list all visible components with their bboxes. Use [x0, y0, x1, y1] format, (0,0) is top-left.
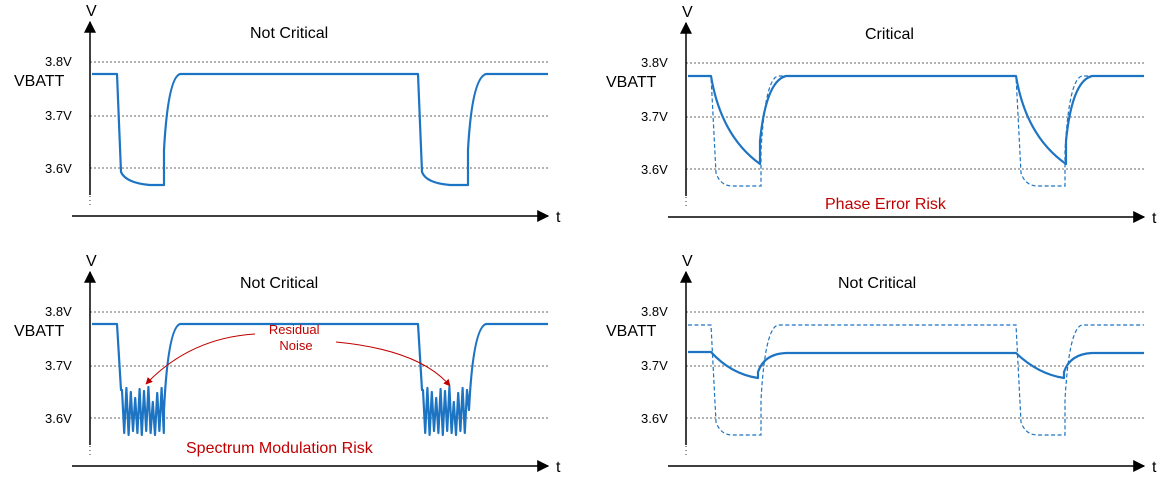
tick-label-3-6v: 3.6V	[641, 411, 668, 426]
panel-title: Not Critical	[838, 275, 916, 292]
note-line-1: Residual	[269, 322, 320, 337]
panel-top-left: V t Not Critical 3.8V VBATT 3.7V 3.6V	[14, 3, 561, 226]
tick-label-3-8v: 3.8V	[45, 54, 72, 69]
noise-arrow	[145, 333, 256, 385]
panel-title: Not Critical	[240, 275, 318, 292]
reference-waveform-dashed	[688, 324, 1144, 436]
tick-label-3-8v: 3.8V	[641, 304, 668, 319]
x-axis-label: t	[1152, 210, 1157, 227]
risk-label: Phase Error Risk	[825, 196, 947, 213]
voltage-waveform	[688, 350, 1144, 380]
panel-title: Critical	[865, 26, 914, 43]
panel-bottom-left: V t Not Critical 3.8V VBATT 3.7V 3.6V Re…	[14, 253, 561, 476]
tick-label-3-7v: 3.7V	[641, 358, 668, 373]
x-axis-label: t	[1152, 459, 1157, 476]
tick-label-3-6v: 3.6V	[45, 411, 72, 426]
voltage-waveform	[92, 72, 548, 187]
note-line-2: Noise	[279, 338, 312, 353]
x-axis-label: t	[556, 209, 561, 226]
tick-label-3-7v: 3.7V	[45, 108, 72, 123]
voltage-waveform	[688, 74, 1144, 166]
y-axis-label: V	[682, 4, 693, 21]
panel-top-right: V t Critical 3.8V VBATT 3.7V 3.6V Phase …	[606, 4, 1157, 227]
x-axis-label: t	[556, 459, 561, 476]
noise-arrow	[335, 341, 451, 387]
tick-label-3-8v: 3.8V	[45, 304, 72, 319]
y-axis-label: V	[682, 253, 693, 270]
tick-label-3-7v: 3.7V	[641, 109, 668, 124]
tick-label-vbatt: VBATT	[606, 74, 657, 91]
tick-label-3-6v: 3.6V	[641, 162, 668, 177]
note-label: Residual Noise	[269, 322, 323, 353]
tick-label-vbatt: VBATT	[606, 323, 657, 340]
y-axis-label: V	[86, 253, 97, 270]
risk-label: Spectrum Modulation Risk	[186, 440, 374, 457]
panel-bottom-right: V t Not Critical 3.8V VBATT 3.7V 3.6V	[606, 253, 1157, 476]
panel-title: Not Critical	[250, 25, 328, 42]
tick-label-3-7v: 3.7V	[45, 358, 72, 373]
voltage-waveform	[92, 322, 548, 437]
tick-label-vbatt: VBATT	[14, 323, 65, 340]
tick-label-3-8v: 3.8V	[641, 55, 668, 70]
tick-label-3-6v: 3.6V	[45, 161, 72, 176]
y-axis-label: V	[86, 3, 97, 20]
tick-label-vbatt: VBATT	[14, 73, 65, 90]
